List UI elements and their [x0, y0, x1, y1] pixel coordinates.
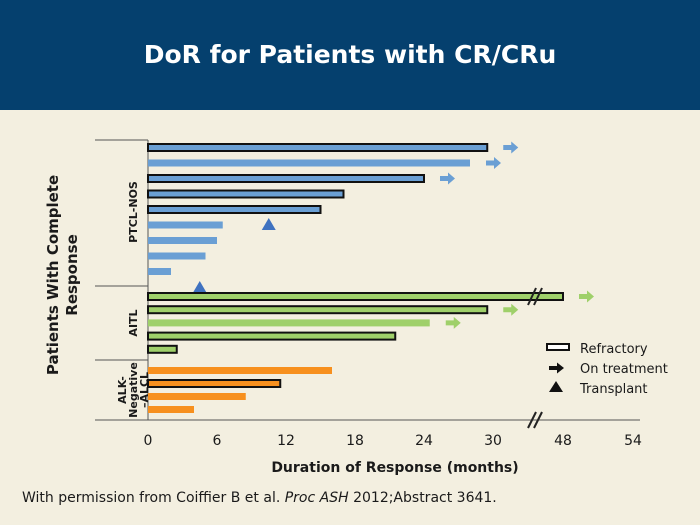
x-axis-break-mark	[527, 411, 537, 429]
bar	[148, 221, 223, 229]
slide-title: DoR for Patients with CR/CRu	[143, 40, 557, 69]
bar	[148, 393, 246, 400]
x-tick-label: 0	[144, 433, 153, 449]
legend: Refractory On treatment Transplant	[546, 342, 668, 397]
bar	[147, 344, 178, 354]
x-tick-label: 24	[415, 433, 433, 449]
duration-of-response-chart: 0 6 12 18 24 30 48 54 Duration of Response (mont…	[44, 139, 668, 476]
group-label-text: AITL	[127, 309, 140, 336]
x-tick-label: 54	[624, 433, 642, 449]
bar	[148, 367, 332, 374]
on-treatment-arrow	[503, 303, 519, 316]
bar-break-mark	[527, 287, 537, 306]
on-treatment-arrow	[486, 157, 501, 169]
on-treatment-arrow	[503, 141, 519, 154]
group-label-text: ALK-Negative–ALCL	[116, 362, 151, 418]
credit-source: Proc ASH	[284, 490, 349, 506]
x-axis-label: Duration of Response (months)	[271, 460, 518, 476]
on-treatment-arrow	[445, 316, 461, 329]
credit-suffix: 2012;Abstract 3641.	[348, 490, 497, 506]
bar-break-mark	[533, 287, 543, 306]
bar	[148, 319, 430, 327]
bar	[147, 174, 425, 183]
x-tick-label: 12	[277, 433, 295, 449]
bar	[147, 379, 282, 388]
transplant-marker	[192, 281, 207, 293]
group-label: AITL	[127, 309, 140, 336]
group-label: ALK-Negative–ALCL	[116, 362, 151, 418]
legend-refractory-swatch	[546, 343, 570, 351]
y-axis-label: Patients With CompleteResponse	[44, 175, 81, 375]
transplant-marker	[261, 218, 276, 230]
bar	[147, 292, 564, 301]
legend-label: On treatment	[580, 362, 668, 377]
bar	[147, 189, 345, 199]
bar	[147, 205, 322, 214]
credit-line: With permission from Coiffier B et al. P…	[22, 490, 497, 506]
bar	[148, 406, 194, 413]
x-tick-label: 6	[213, 433, 222, 449]
bar	[148, 252, 206, 260]
bar	[148, 268, 171, 275]
x-tick-label: 30	[484, 433, 502, 449]
legend-arrow-icon	[549, 362, 564, 374]
x-tick-label: 18	[346, 433, 364, 449]
title-banner: DoR for Patients with CR/CRu	[0, 0, 700, 110]
y-axis-label-text: Patients With CompleteResponse	[44, 175, 81, 375]
group-label-text: PTCL-NOS	[127, 181, 140, 243]
x-axis-break	[527, 411, 543, 429]
bar	[147, 143, 489, 152]
bar	[147, 305, 489, 315]
group-label: PTCL-NOS	[127, 181, 140, 243]
x-tick-label: 48	[554, 433, 572, 449]
bar	[148, 159, 470, 167]
legend-triangle-icon	[549, 381, 563, 392]
on-treatment-arrow	[579, 290, 594, 303]
bar	[148, 237, 217, 244]
x-axis-break-mark	[533, 411, 543, 429]
legend-label: Refractory	[580, 342, 648, 357]
on-treatment-arrow	[440, 172, 455, 185]
bar	[147, 331, 397, 341]
legend-label: Transplant	[579, 382, 648, 397]
credit-prefix: With permission from Coiffier B et al.	[22, 490, 285, 506]
